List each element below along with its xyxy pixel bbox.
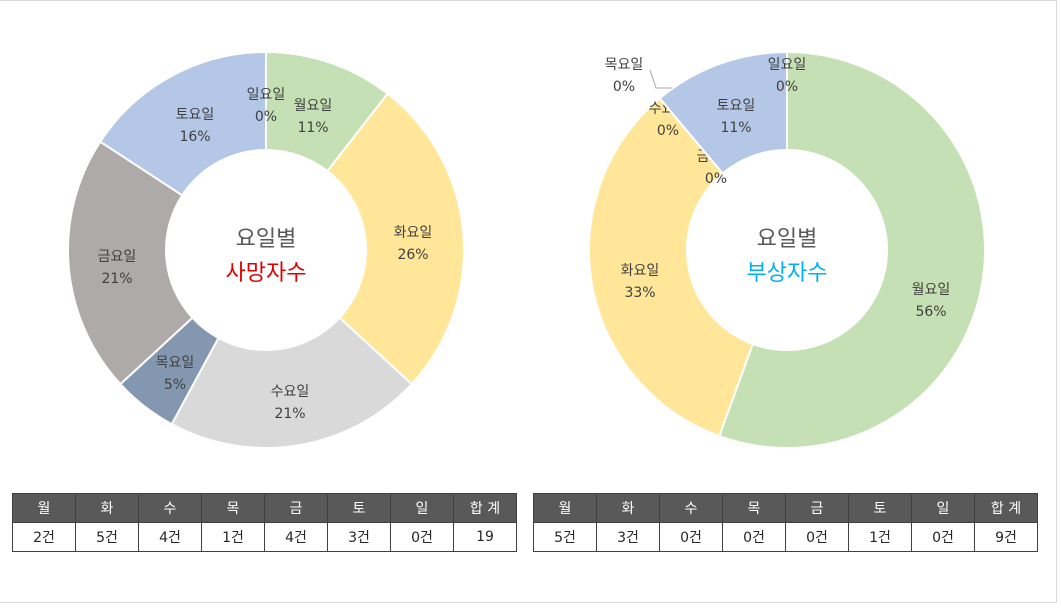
header-cell: 목 (722, 493, 786, 523)
slice-percent: 0% (613, 79, 635, 95)
value-cell: 0건 (911, 522, 975, 552)
slice-percent: 21% (101, 271, 132, 287)
donut-slice (588, 96, 755, 438)
donut-center-subtitle: 부상자수 (747, 261, 828, 286)
value-cell: 2건 (12, 522, 76, 552)
slice-label: 화요일 (394, 225, 433, 241)
donut-chart-injuries: 월요일56%화요일33%수요일0%목요일0%금요일0%토요일11%일요일0%요일… (588, 50, 986, 449)
donut-slice (170, 316, 414, 449)
slice-percent: 56% (915, 304, 946, 320)
donut-slice (67, 140, 194, 386)
header-cell: 합 계 (974, 493, 1038, 523)
slice-percent: 0% (776, 79, 798, 95)
header-cell: 목 (201, 493, 265, 523)
header-cell: 수 (138, 493, 202, 523)
donut-center-subtitle: 사망자수 (226, 261, 307, 286)
slice-percent: 0% (657, 123, 679, 139)
donut-slice (717, 50, 986, 449)
header-cell: 토 (327, 493, 391, 523)
header-cell: 금 (785, 493, 849, 523)
header-cell: 합 계 (453, 493, 517, 523)
slice-percent: 11% (720, 120, 751, 136)
value-cell: 9건 (974, 522, 1038, 552)
header-cell: 월 (533, 493, 597, 523)
value-cell: 0건 (659, 522, 723, 552)
slice-percent: 0% (705, 171, 727, 187)
value-cell: 0건 (785, 522, 849, 552)
value-cell: 0건 (390, 522, 454, 552)
value-cell: 4건 (138, 522, 202, 552)
slice-label: 화요일 (621, 263, 660, 279)
donut-center-title: 요일별 (757, 227, 818, 252)
slice-label: 월요일 (912, 282, 951, 298)
header-cell: 토 (848, 493, 912, 523)
header-cell: 화 (75, 493, 139, 523)
slice-label: 목요일 (605, 57, 644, 73)
slice-percent: 5% (164, 377, 186, 393)
header-cell: 일 (911, 493, 975, 523)
donut-slice (658, 50, 788, 175)
value-cell: 5건 (75, 522, 139, 552)
value-cell: 1건 (201, 522, 265, 552)
header-cell: 수 (659, 493, 723, 523)
table-value-row: 5건 3건 0건 0건 0건 1건 0건 9건 (533, 522, 1038, 552)
slice-label: 일요일 (768, 57, 807, 73)
donut-slice (98, 50, 267, 197)
value-cell: 3건 (596, 522, 660, 552)
slice-label: 토요일 (176, 107, 215, 123)
slice-percent: 16% (179, 129, 210, 145)
leader-line (649, 69, 672, 89)
donut-slice (326, 92, 465, 386)
table-value-row: 2건 5건 4건 1건 4건 3건 0건 19 (12, 522, 517, 552)
header-cell: 금 (264, 493, 328, 523)
slice-percent: 33% (624, 285, 655, 301)
header-cell: 일 (390, 493, 454, 523)
table-header-row: 월 화 수 목 금 토 일 합 계 (533, 493, 1038, 523)
table-header-row: 월 화 수 목 금 토 일 합 계 (12, 493, 517, 523)
slice-percent: 0% (255, 109, 277, 125)
slice-label: 금요일 (98, 249, 137, 265)
value-cell: 1건 (848, 522, 912, 552)
value-cell: 3건 (327, 522, 391, 552)
donut-center-title: 요일별 (236, 227, 297, 252)
slice-label: 토요일 (717, 98, 756, 114)
charts-canvas: 월요일 11% 화요일 26% 수요일 21% 목요일 5% 금요일 21% 토요일 16% 일요일 0%… (67, 50, 986, 449)
slice-label: 일요일 (247, 87, 286, 103)
slice-percent: 21% (274, 406, 305, 422)
slice-percent: 11% (297, 120, 328, 136)
donut-chart-deaths: 월요일 11% 화요일 26% 수요일 21% 목요일 5% 금요일 21% 토요일 16% 일요일 0%… (67, 50, 465, 449)
value-cell: 19 (453, 522, 517, 552)
summary-table-injuries: 월 화 수 목 금 토 일 합 계 5건 3건 0건 0건 0건 1건 0건 9… (533, 493, 1038, 552)
slice-label: 수요일 (271, 384, 310, 400)
summary-table-deaths: 월 화 수 목 금 토 일 합 계 2건 5건 4건 1건 4건 3건 0건 1… (12, 493, 517, 552)
value-cell: 0건 (722, 522, 786, 552)
value-cell: 4건 (264, 522, 328, 552)
value-cell: 5건 (533, 522, 597, 552)
slice-label: 월요일 (294, 98, 333, 114)
header-cell: 화 (596, 493, 660, 523)
header-cell: 월 (12, 493, 76, 523)
slice-percent: 26% (397, 247, 428, 263)
slice-label: 목요일 (156, 355, 195, 371)
